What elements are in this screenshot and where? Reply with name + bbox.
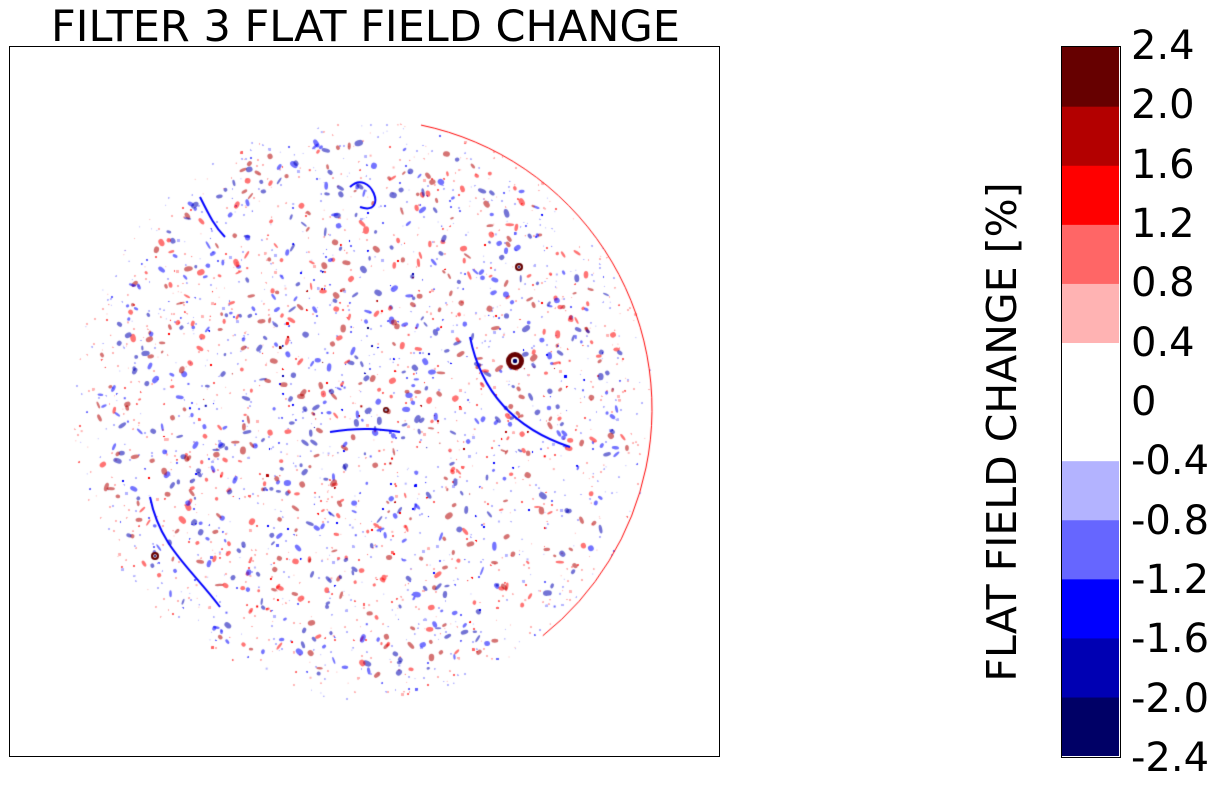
chart-title: FILTER 3 FLAT FIELD CHANGE xyxy=(51,2,680,52)
colorbar-tick-label: -1.6 xyxy=(1131,616,1210,663)
colorbar-bands xyxy=(1062,47,1119,756)
colorbar-tick-label: 0.4 xyxy=(1131,319,1195,366)
colorbar-band xyxy=(1062,578,1119,639)
colorbar-band xyxy=(1062,460,1119,521)
colorbar-band xyxy=(1062,106,1119,166)
colorbar-tick-label: 1.2 xyxy=(1131,201,1195,247)
colorbar-band xyxy=(1062,47,1119,107)
colorbar-tick-label: -0.8 xyxy=(1131,497,1210,544)
colorbar-band xyxy=(1062,401,1119,462)
colorbar-band xyxy=(1062,283,1119,344)
colorbar-label: FLAT FIELD CHANGE [%] xyxy=(978,182,1026,682)
colorbar-tick-label: 2.0 xyxy=(1131,82,1195,129)
flat-field-change-image xyxy=(10,47,718,755)
colorbar xyxy=(1061,46,1121,758)
colorbar-tick-label: -2.4 xyxy=(1131,735,1210,781)
colorbar-band xyxy=(1062,165,1119,225)
colorbar-band xyxy=(1062,637,1119,698)
colorbar-tick-label: -2.0 xyxy=(1131,675,1210,722)
flat-field-map xyxy=(9,46,720,757)
colorbar-tick-label: -1.2 xyxy=(1131,557,1210,603)
colorbar-band xyxy=(1062,224,1119,284)
colorbar-tick-label: 0.8 xyxy=(1131,260,1195,307)
colorbar-band xyxy=(1062,696,1119,756)
colorbar-tick-label: 0 xyxy=(1131,379,1157,425)
colorbar-tick-label: 1.6 xyxy=(1131,141,1195,188)
colorbar-tick-label: 2.4 xyxy=(1131,23,1195,69)
colorbar-band xyxy=(1062,519,1119,580)
colorbar-tick-label: -0.4 xyxy=(1131,438,1210,485)
colorbar-band xyxy=(1062,342,1119,403)
